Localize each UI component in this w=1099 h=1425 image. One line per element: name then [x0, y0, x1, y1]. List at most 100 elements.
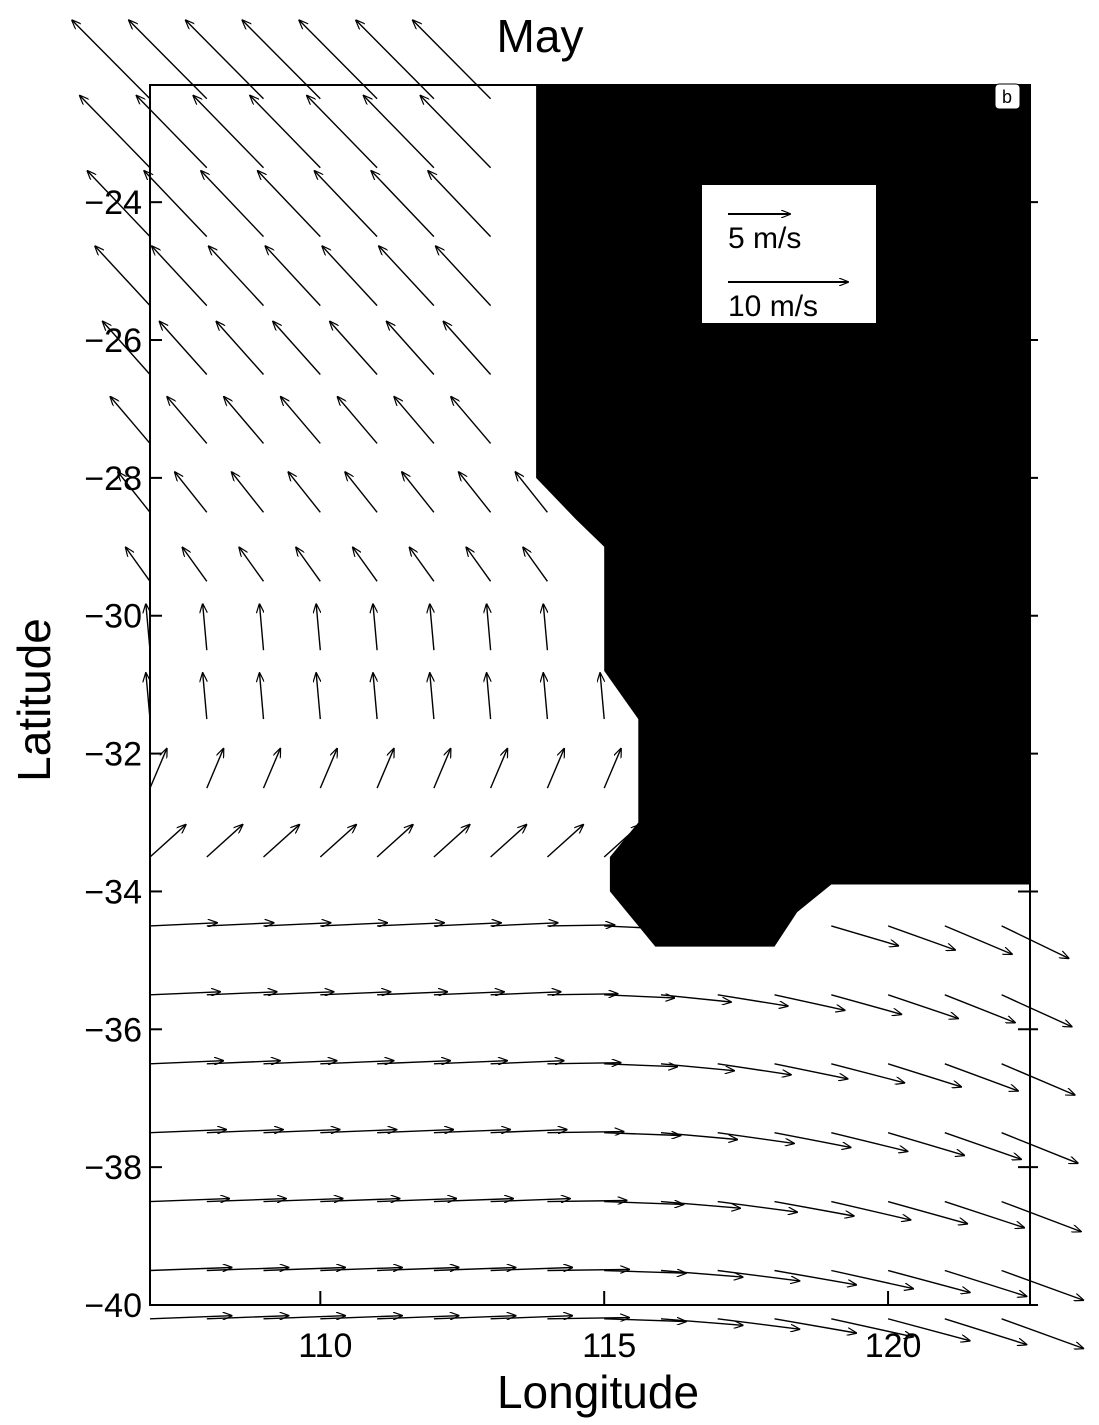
- wind-vector: [433, 825, 470, 858]
- wind-vector: [603, 749, 621, 789]
- wind-vector: [263, 1061, 337, 1064]
- y-axis-label: Latitude: [8, 618, 60, 782]
- wind-vector: [95, 246, 151, 307]
- wind-vector: [433, 1061, 507, 1064]
- wind-vector: [377, 1199, 456, 1202]
- wind-vector: [266, 246, 321, 307]
- wind-vector: [167, 397, 208, 444]
- wind-vector: [175, 472, 208, 513]
- wind-vector: [224, 397, 265, 444]
- wind-vector: [543, 604, 549, 651]
- wind-vector: [338, 397, 378, 444]
- y-tick-label: −28: [84, 460, 142, 498]
- wind-vector: [160, 322, 208, 375]
- wind-vector: [273, 322, 321, 375]
- wind-vector: [373, 604, 378, 651]
- wind-vector: [944, 1318, 1027, 1345]
- wind-vector: [490, 1130, 567, 1133]
- wind-vector: [489, 749, 508, 789]
- wind-vector: [887, 994, 958, 1019]
- wind-vector: [660, 1269, 743, 1278]
- wind-vector: [487, 604, 491, 651]
- wind-vector: [774, 1269, 857, 1285]
- wind-vector: [203, 604, 208, 651]
- wind-vector: [1001, 1269, 1084, 1301]
- wind-vector: [80, 96, 151, 169]
- wind-vector: [831, 1318, 913, 1337]
- wind-vector: [88, 171, 151, 238]
- land-polygon: [536, 85, 1030, 947]
- wind-vector: [299, 20, 378, 100]
- wind-vector: [376, 749, 394, 789]
- wind-vector: [320, 1061, 393, 1064]
- wind-vector: [149, 1268, 232, 1271]
- wind-vector: [260, 604, 264, 651]
- wind-vector: [377, 1130, 453, 1133]
- wind-vector: [604, 1202, 683, 1205]
- x-tick-label: 110: [298, 1327, 352, 1365]
- wind-vector: [546, 749, 564, 789]
- wind-vector: [149, 923, 217, 926]
- wind-vector: [547, 1269, 629, 1270]
- wind-vector: [320, 1130, 396, 1133]
- wind-vector: [377, 1316, 459, 1319]
- wind-vector: [206, 825, 243, 858]
- wind-vector: [149, 1130, 226, 1133]
- wind-vector: [428, 171, 492, 238]
- wind-vector: [944, 1132, 1021, 1160]
- wind-vector: [887, 1269, 970, 1293]
- wind-vector: [831, 1063, 904, 1083]
- wind-vector: [433, 1130, 510, 1133]
- y-tick-label: −38: [84, 1149, 142, 1187]
- wind-vector: [516, 472, 548, 513]
- wind-vector: [201, 171, 265, 238]
- wind-vector: [315, 171, 378, 238]
- wind-vector: [1001, 925, 1069, 958]
- wind-vector: [944, 925, 1012, 954]
- wind-vector: [152, 246, 208, 307]
- x-tick-label: 115: [582, 1327, 636, 1365]
- wind-vector: [111, 397, 151, 444]
- wind-vector: [490, 992, 561, 995]
- wind-vector: [413, 20, 492, 100]
- y-tick-label: −36: [84, 1011, 142, 1049]
- wind-vector: [373, 673, 378, 720]
- wind-vector: [387, 322, 435, 375]
- wind-vector: [433, 1316, 516, 1319]
- wind-vector: [371, 171, 435, 238]
- wind-vector: [1001, 994, 1072, 1027]
- wind-vector: [149, 749, 167, 789]
- wind-vector: [206, 923, 274, 926]
- wind-vector: [206, 1199, 286, 1202]
- wind-vector: [490, 923, 558, 926]
- y-tick-label: −32: [84, 736, 142, 774]
- wind-vector: [459, 472, 492, 513]
- wind-vector: [660, 1318, 743, 1326]
- wind-vector: [250, 96, 321, 169]
- wind-vector: [281, 397, 321, 444]
- wind-vector: [717, 1132, 794, 1144]
- wind-vector: [831, 1132, 907, 1152]
- wind-vector: [296, 548, 321, 582]
- wind-vector: [717, 994, 788, 1006]
- wind-vector: [72, 20, 151, 100]
- y-tick-label: −26: [84, 322, 142, 360]
- wind-vector: [430, 604, 435, 651]
- wind-vector: [263, 1130, 340, 1133]
- wind-vector: [547, 1318, 629, 1319]
- wind-vector: [604, 1133, 680, 1136]
- wind-vector: [183, 548, 208, 582]
- wind-vector: [774, 1318, 857, 1333]
- wind-vector: [490, 825, 527, 858]
- legend: 5 m/s 10 m/s: [702, 185, 876, 323]
- wind-vector: [433, 992, 504, 995]
- wind-vector: [660, 1200, 740, 1209]
- wind-vector: [887, 1200, 967, 1224]
- wind-vector: [203, 673, 208, 720]
- wind-vector: [320, 1199, 399, 1202]
- wind-vector: [466, 548, 492, 582]
- wind-vector: [430, 673, 435, 720]
- wind-vector: [129, 20, 208, 100]
- wind-vector: [149, 1316, 232, 1319]
- wind-vector: [394, 397, 435, 444]
